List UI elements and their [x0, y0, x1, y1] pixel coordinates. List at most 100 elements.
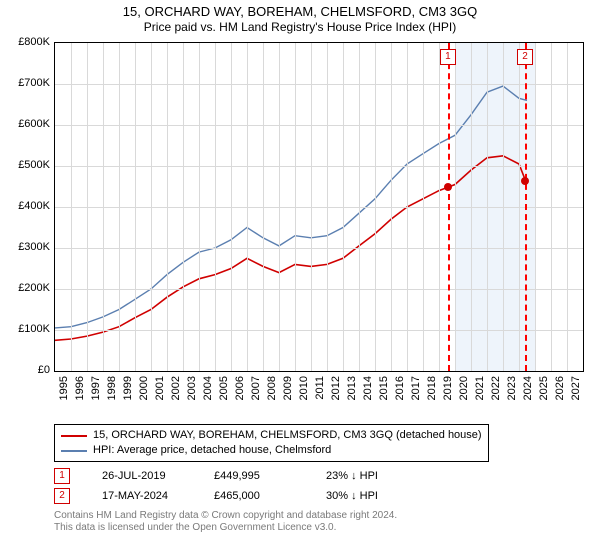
gridline-vertical — [343, 43, 344, 371]
gridline-vertical — [215, 43, 216, 371]
x-tick-label: 2016 — [394, 376, 406, 400]
legend-item-price-paid: 15, ORCHARD WAY, BOREHAM, CHELMSFORD, CM… — [61, 428, 482, 443]
x-tick-label: 2026 — [554, 376, 566, 400]
transaction-row: 1 26-JUL-2019 £449,995 23% ↓ HPI — [54, 466, 594, 486]
y-tick-label: £600K — [6, 118, 50, 130]
gridline-vertical — [439, 43, 440, 371]
y-tick-label: £500K — [6, 159, 50, 171]
x-tick-label: 2025 — [538, 376, 550, 400]
gridline-vertical — [487, 43, 488, 371]
gridline-vertical — [359, 43, 360, 371]
x-tick-label: 2008 — [266, 376, 278, 400]
y-tick-label: £100K — [6, 323, 50, 335]
x-tick-label: 2013 — [346, 376, 358, 400]
gridline-vertical — [295, 43, 296, 371]
x-tick-label: 2005 — [218, 376, 230, 400]
x-tick-label: 2001 — [154, 376, 166, 400]
event-dashline — [448, 43, 450, 371]
x-tick-label: 2002 — [170, 376, 182, 400]
y-tick-label: £400K — [6, 200, 50, 212]
x-tick-label: 2006 — [234, 376, 246, 400]
x-tick-label: 2021 — [474, 376, 486, 400]
transactions-table: 1 26-JUL-2019 £449,995 23% ↓ HPI 2 17-MA… — [54, 466, 594, 506]
transaction-price: £465,000 — [214, 490, 294, 502]
gridline-vertical — [167, 43, 168, 371]
x-tick-label: 2009 — [282, 376, 294, 400]
y-tick-label: £700K — [6, 77, 50, 89]
x-tick-label: 2022 — [490, 376, 502, 400]
transaction-marker: 2 — [54, 488, 70, 504]
gridline-vertical — [71, 43, 72, 371]
gridline-vertical — [327, 43, 328, 371]
footnote-line: Contains HM Land Registry data © Crown c… — [54, 510, 594, 523]
gridline-vertical — [199, 43, 200, 371]
x-tick-label: 2018 — [426, 376, 438, 400]
x-tick-label: 2014 — [362, 376, 374, 400]
x-tick-label: 2019 — [442, 376, 454, 400]
legend-item-hpi: HPI: Average price, detached house, Chel… — [61, 443, 482, 458]
x-tick-label: 2017 — [410, 376, 422, 400]
gridline-vertical — [551, 43, 552, 371]
gridline-vertical — [503, 43, 504, 371]
gridline-vertical — [535, 43, 536, 371]
x-tick-label: 1998 — [106, 376, 118, 400]
legend: 15, ORCHARD WAY, BOREHAM, CHELMSFORD, CM… — [54, 424, 489, 462]
gridline-vertical — [183, 43, 184, 371]
y-tick-label: £0 — [6, 364, 50, 376]
gridline-vertical — [455, 43, 456, 371]
transaction-date: 26-JUL-2019 — [102, 470, 182, 482]
transaction-row: 2 17-MAY-2024 £465,000 30% ↓ HPI — [54, 486, 594, 506]
gridline-vertical — [263, 43, 264, 371]
chart-title: 15, ORCHARD WAY, BOREHAM, CHELMSFORD, CM… — [6, 4, 594, 20]
transaction-date: 17-MAY-2024 — [102, 490, 182, 502]
transaction-price: £449,995 — [214, 470, 294, 482]
x-tick-label: 2027 — [570, 376, 582, 400]
x-tick-label: 2000 — [138, 376, 150, 400]
gridline-vertical — [119, 43, 120, 371]
gridline-vertical — [87, 43, 88, 371]
x-tick-label: 1997 — [90, 376, 102, 400]
x-tick-label: 1999 — [122, 376, 134, 400]
x-tick-label: 2007 — [250, 376, 262, 400]
gridline-vertical — [279, 43, 280, 371]
legend-label: 15, ORCHARD WAY, BOREHAM, CHELMSFORD, CM… — [93, 428, 482, 443]
gridline-vertical — [519, 43, 520, 371]
event-dashline — [525, 43, 527, 371]
chart-subtitle: Price paid vs. HM Land Registry's House … — [6, 20, 594, 34]
footnote-line: This data is licensed under the Open Gov… — [54, 522, 594, 535]
gridline-vertical — [247, 43, 248, 371]
y-tick-label: £300K — [6, 241, 50, 253]
chart-area: 12 £0£100K£200K£300K£400K£500K£600K£700K… — [6, 38, 594, 418]
x-tick-label: 2004 — [202, 376, 214, 400]
event-dot — [521, 177, 529, 185]
gridline-vertical — [423, 43, 424, 371]
gridline-vertical — [311, 43, 312, 371]
gridline-vertical — [151, 43, 152, 371]
event-marker-box: 1 — [440, 49, 456, 65]
footnote: Contains HM Land Registry data © Crown c… — [54, 510, 594, 535]
y-tick-label: £800K — [6, 36, 50, 48]
event-marker-box: 2 — [517, 49, 533, 65]
x-tick-label: 2020 — [458, 376, 470, 400]
legend-swatch — [61, 450, 87, 452]
gridline-vertical — [567, 43, 568, 371]
transaction-delta: 23% ↓ HPI — [326, 470, 406, 482]
transaction-delta: 30% ↓ HPI — [326, 490, 406, 502]
gridline-vertical — [103, 43, 104, 371]
legend-label: HPI: Average price, detached house, Chel… — [93, 443, 331, 458]
x-tick-label: 2012 — [330, 376, 342, 400]
gridline-vertical — [135, 43, 136, 371]
y-tick-label: £200K — [6, 282, 50, 294]
transaction-marker: 1 — [54, 468, 70, 484]
gridline-vertical — [407, 43, 408, 371]
plot-region: 12 — [54, 42, 584, 372]
gridline-vertical — [231, 43, 232, 371]
gridline-vertical — [471, 43, 472, 371]
x-tick-label: 2023 — [506, 376, 518, 400]
x-tick-label: 2010 — [298, 376, 310, 400]
x-tick-label: 1996 — [74, 376, 86, 400]
x-tick-label: 1995 — [58, 376, 70, 400]
gridline-vertical — [375, 43, 376, 371]
gridline-vertical — [391, 43, 392, 371]
event-dot — [444, 183, 452, 191]
